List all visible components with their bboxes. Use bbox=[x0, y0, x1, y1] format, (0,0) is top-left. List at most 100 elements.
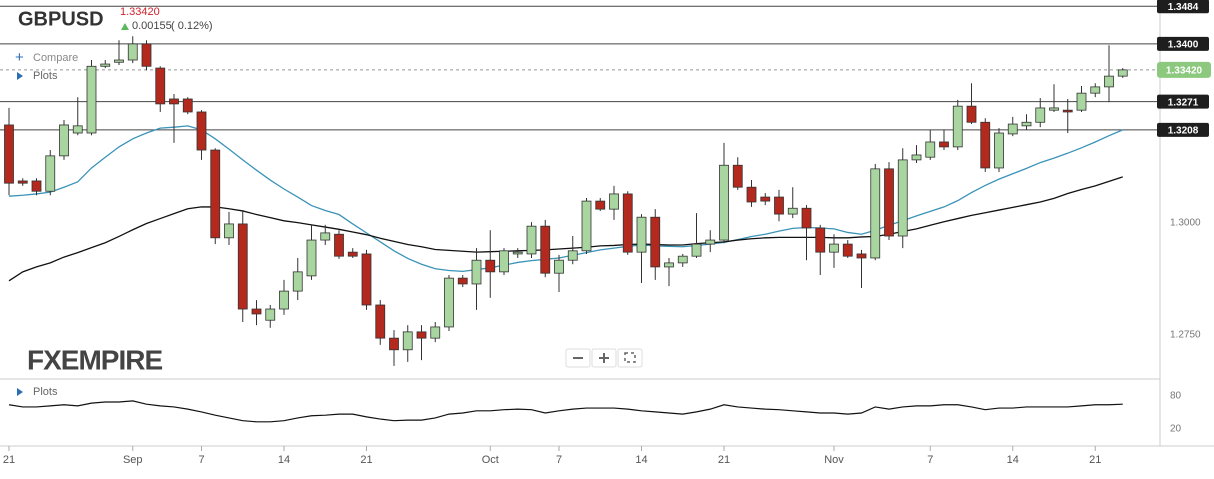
candle-body bbox=[155, 67, 166, 105]
x-tick-label: 14 bbox=[1007, 454, 1019, 466]
candle-body bbox=[567, 250, 578, 261]
plots-button[interactable]: Plots bbox=[33, 70, 58, 82]
candle-body bbox=[169, 98, 179, 105]
candle-body bbox=[774, 196, 784, 215]
plots-icon[interactable] bbox=[17, 72, 23, 80]
symbol: GBPUSD bbox=[18, 8, 104, 30]
last-price: 1.33420 bbox=[120, 6, 160, 18]
y-tick-label: 1.3000 bbox=[1170, 218, 1201, 229]
up-arrow bbox=[121, 23, 129, 30]
price-label: 1.3400 bbox=[1168, 40, 1199, 51]
candle-body bbox=[512, 251, 523, 255]
candle-body bbox=[1090, 86, 1101, 94]
candle-body bbox=[842, 243, 853, 257]
price-label: 1.3208 bbox=[1168, 126, 1199, 137]
candle-body bbox=[375, 304, 386, 339]
candle-body bbox=[1007, 123, 1018, 135]
candle-body bbox=[911, 154, 922, 161]
x-tick-label: 7 bbox=[556, 454, 562, 466]
moving-average bbox=[8, 176, 1123, 282]
price-label-box bbox=[1157, 94, 1209, 109]
candle-body bbox=[829, 243, 839, 253]
zoom-reset-icon bbox=[624, 352, 636, 363]
candle-body bbox=[1035, 107, 1046, 123]
candle-body bbox=[210, 149, 221, 239]
candle-body bbox=[732, 164, 743, 188]
candle-body bbox=[224, 223, 234, 239]
candle-body bbox=[127, 43, 138, 61]
y-tick-label: 80 bbox=[1170, 391, 1182, 402]
candle-body bbox=[897, 159, 908, 237]
candle-body bbox=[705, 239, 716, 245]
x-tick-label: 7 bbox=[927, 454, 933, 466]
price-label-box bbox=[1157, 0, 1209, 14]
logo: FXEMPIRE bbox=[27, 344, 162, 375]
candle-body bbox=[471, 259, 482, 285]
candle-body bbox=[402, 331, 413, 351]
price-label: 1.3484 bbox=[1168, 2, 1199, 13]
candle-body bbox=[677, 255, 688, 264]
change: 0.00155 bbox=[132, 20, 172, 32]
panel-title: Plots bbox=[33, 386, 58, 398]
candle-body bbox=[1117, 69, 1128, 77]
candle-body bbox=[114, 59, 124, 63]
candle-body bbox=[622, 193, 633, 253]
x-tick-label: 14 bbox=[278, 454, 290, 466]
candle-body bbox=[884, 168, 894, 237]
candle-body bbox=[86, 65, 97, 134]
zoom-controls bbox=[565, 348, 643, 368]
price-label-box bbox=[1157, 122, 1209, 137]
candle-body bbox=[760, 196, 771, 202]
candle-body bbox=[306, 239, 317, 277]
candle-body bbox=[279, 290, 289, 310]
candle-body bbox=[251, 308, 262, 315]
price-label-box bbox=[1157, 36, 1209, 51]
candle-body bbox=[801, 207, 812, 229]
candle-body bbox=[636, 216, 647, 253]
candle-body bbox=[966, 105, 977, 123]
x-tick-label: 7 bbox=[198, 454, 204, 466]
candle-body bbox=[265, 308, 276, 321]
x-tick-label: 21 bbox=[3, 454, 15, 466]
candle-body bbox=[416, 331, 427, 339]
candle-body bbox=[430, 326, 441, 339]
candle-body bbox=[691, 243, 702, 257]
candle-body bbox=[1062, 109, 1073, 113]
candle-body bbox=[196, 111, 207, 151]
y-tick-label: 1.2750 bbox=[1170, 330, 1201, 341]
x-tick-label: 21 bbox=[360, 454, 372, 466]
candle-body bbox=[581, 200, 592, 252]
x-tick-label: Oct bbox=[482, 454, 499, 466]
candle-body bbox=[182, 98, 193, 113]
candle-body bbox=[361, 253, 372, 306]
candle-body bbox=[650, 216, 661, 268]
candle-body bbox=[526, 225, 537, 255]
moving-average bbox=[8, 125, 1124, 273]
candle-body bbox=[389, 337, 399, 351]
last-price-box bbox=[1157, 61, 1211, 78]
candle-body bbox=[141, 43, 152, 67]
compare-button[interactable]: Compare bbox=[33, 52, 78, 64]
candle-body bbox=[746, 186, 757, 203]
candle-body bbox=[72, 125, 83, 134]
candle-body bbox=[334, 233, 344, 257]
plot-layer: 1.2750 1.3000 1.3484 1.3400 1.3271 1.3208 1.33… bbox=[0, 0, 1211, 466]
candle-body bbox=[554, 259, 564, 274]
candle-body bbox=[292, 271, 303, 292]
candle-body bbox=[347, 251, 358, 257]
candle-body bbox=[664, 262, 674, 268]
zoom-reset[interactable] bbox=[617, 348, 643, 368]
candle-body bbox=[59, 124, 69, 157]
candle-body bbox=[952, 105, 963, 148]
candle-body bbox=[1076, 92, 1087, 111]
candle-body bbox=[485, 259, 496, 273]
panel-plots-icon[interactable] bbox=[17, 388, 23, 396]
compare-icon[interactable]: + bbox=[15, 49, 24, 66]
candle-body bbox=[1021, 121, 1032, 127]
x-tick-label: 14 bbox=[635, 454, 647, 466]
candle-body bbox=[980, 121, 991, 169]
candle-body bbox=[595, 200, 606, 210]
candle-body bbox=[939, 141, 949, 148]
